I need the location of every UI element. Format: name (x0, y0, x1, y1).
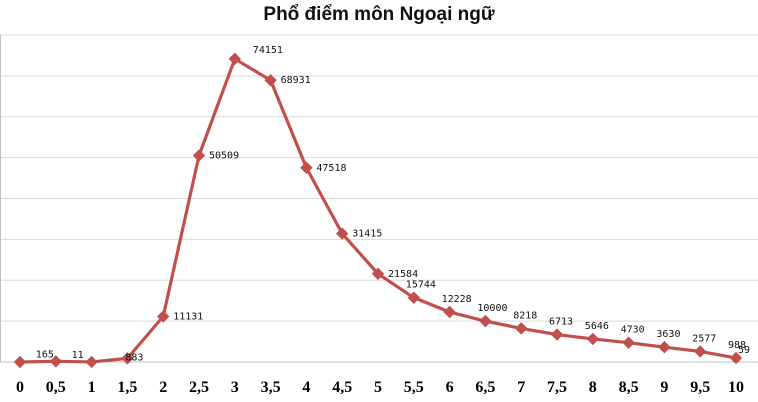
data-label: 15744 (406, 280, 436, 291)
x-tick-label: 7 (517, 379, 525, 396)
series-line (19, 57, 737, 364)
x-tick-label: 0,5 (46, 379, 66, 396)
data-label: 74151 (253, 45, 283, 56)
data-markers (13, 52, 743, 369)
data-point-marker (121, 352, 134, 365)
data-label: 988 (728, 340, 746, 351)
data-point-marker (729, 351, 743, 365)
x-tick-label: 6 (446, 379, 454, 396)
data-point-marker (228, 52, 242, 66)
data-point-marker (550, 328, 564, 341)
data-label: 47518 (316, 163, 346, 174)
x-tick-label: 10 (728, 379, 744, 396)
data-point-marker (264, 74, 277, 87)
data-label: 2577 (692, 333, 716, 344)
data-label-extra: 59 (738, 345, 750, 356)
x-tick-label: 5,5 (404, 379, 424, 396)
x-tick-label: 3 (231, 379, 239, 396)
data-label: 68931 (281, 75, 311, 86)
x-tick-label: 1 (88, 379, 96, 396)
data-point-marker (300, 161, 313, 174)
grid-lines (0, 34, 758, 363)
data-point-marker (13, 355, 27, 369)
x-tick-label: 4 (302, 379, 310, 396)
data-point-marker (586, 332, 600, 346)
data-point-marker (192, 149, 206, 162)
data-label: 10000 (477, 303, 507, 314)
data-label: 883 (125, 352, 143, 363)
data-label: 31415 (352, 229, 382, 240)
x-tick-label: 3,5 (261, 379, 281, 396)
data-label: 21584 (388, 269, 418, 280)
data-label: 50509 (209, 151, 239, 162)
data-label: 8218 (513, 310, 537, 321)
x-tick-label: 6,5 (475, 379, 495, 396)
x-tick-label: 8 (589, 379, 597, 396)
x-tick-label: 2 (159, 379, 167, 396)
data-point-marker (443, 305, 456, 319)
x-tick-label: 8,5 (619, 379, 639, 396)
data-point-marker (514, 322, 528, 335)
data-point-marker (407, 291, 421, 304)
data-point-marker (622, 336, 635, 349)
data-label: 11131 (173, 312, 203, 323)
x-tick-label: 2,5 (189, 379, 209, 396)
data-point-marker (85, 355, 98, 369)
data-label: 11 (72, 350, 84, 361)
data-label: 6713 (549, 317, 573, 328)
data-label: 4730 (621, 325, 645, 336)
series-polyline (19, 57, 737, 364)
x-tick-label: 5 (374, 379, 382, 396)
data-point-marker (479, 314, 492, 328)
x-tick-label: 9 (660, 379, 668, 396)
x-tick-label: 1,5 (117, 379, 137, 396)
x-tick-labels: 0 0,5 1 1,5 2 2,5 3 3,5 4 4,5 5 5,5 6 6,5 7 7,5 8 8,5 9 9,5… (16, 379, 744, 396)
data-label: 165 (36, 349, 54, 360)
data-point-marker (335, 227, 349, 240)
data-labels: 165 11 883 11131 50509 74151 68931 47518 31415 21… (36, 45, 750, 363)
x-tick-label: 0 (16, 379, 24, 396)
data-point-marker (371, 267, 385, 280)
x-tick-label: 4,5 (332, 379, 352, 396)
data-point-marker (156, 310, 170, 323)
data-label: 5646 (585, 321, 609, 332)
data-point-marker (693, 345, 707, 358)
chart-title: Phổ điểm môn Ngoại ngữ (263, 4, 495, 25)
data-label: 12228 (442, 294, 472, 305)
data-label: 3630 (656, 329, 680, 340)
x-tick-label: 7,5 (547, 379, 567, 396)
data-point-marker (658, 340, 671, 354)
x-tick-label: 9,5 (690, 379, 710, 396)
data-point-marker (49, 355, 63, 368)
